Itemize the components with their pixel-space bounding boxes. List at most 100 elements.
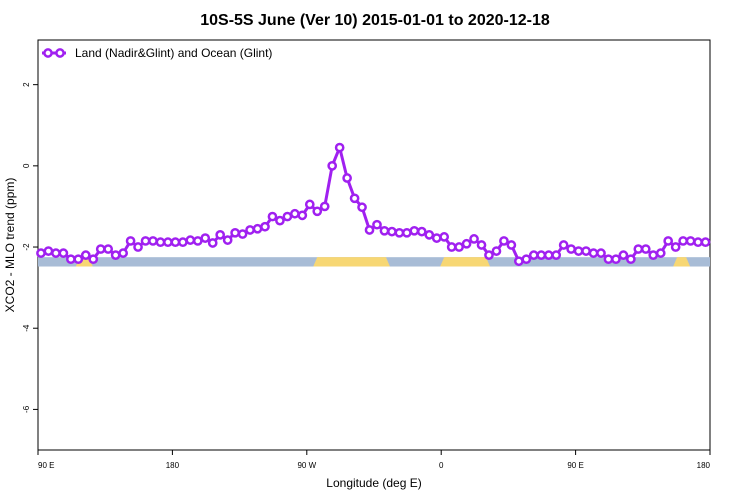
data-point bbox=[163, 237, 173, 248]
data-point bbox=[506, 240, 517, 250]
data-point bbox=[230, 227, 240, 238]
data-point bbox=[103, 244, 114, 254]
land-segment bbox=[313, 257, 390, 267]
data-point bbox=[319, 201, 330, 212]
chart-title: 10S-5S June (Ver 10) 2015-01-01 to 2020-… bbox=[200, 12, 550, 29]
data-point bbox=[148, 236, 158, 246]
x-tick-label: 180 bbox=[697, 461, 711, 470]
data-point bbox=[446, 242, 457, 252]
data-point bbox=[409, 225, 420, 236]
data-point bbox=[192, 236, 203, 246]
data-point bbox=[304, 199, 315, 210]
y-tick-label: -4 bbox=[22, 324, 31, 332]
data-point bbox=[118, 248, 128, 258]
y-tick-label: -6 bbox=[22, 405, 31, 413]
data-point bbox=[596, 248, 606, 258]
legend-label: Land (Nadir&Glint) and Ocean (Glint) bbox=[75, 46, 272, 60]
data-point bbox=[648, 250, 659, 260]
data-point bbox=[626, 254, 636, 265]
data-point bbox=[200, 233, 211, 243]
data-point bbox=[521, 254, 532, 265]
data-point bbox=[402, 227, 412, 238]
data-point bbox=[282, 211, 293, 222]
data-point bbox=[693, 237, 703, 248]
data-point bbox=[469, 234, 479, 244]
data-point bbox=[670, 242, 681, 252]
data-point bbox=[528, 250, 539, 260]
data-point bbox=[618, 250, 629, 260]
data-point bbox=[51, 248, 61, 258]
x-tick-label: 90 E bbox=[567, 461, 583, 470]
data-point bbox=[514, 256, 524, 267]
data-point bbox=[342, 173, 352, 183]
data-point bbox=[484, 250, 494, 260]
data-point bbox=[633, 244, 644, 254]
y-tick-label: -2 bbox=[22, 243, 31, 251]
data-point bbox=[260, 221, 270, 232]
data-point bbox=[461, 238, 472, 249]
data-point bbox=[327, 160, 338, 171]
x-tick-label: 90 E bbox=[38, 461, 54, 470]
data-point bbox=[499, 236, 509, 246]
data-point bbox=[678, 236, 688, 246]
data-point bbox=[349, 193, 360, 204]
data-point bbox=[245, 225, 255, 235]
data-point bbox=[43, 246, 54, 256]
data-point bbox=[416, 226, 427, 237]
data-point bbox=[536, 250, 547, 260]
data-point bbox=[588, 248, 599, 258]
data-point bbox=[155, 237, 166, 248]
land-segment bbox=[440, 257, 490, 267]
data-point bbox=[95, 244, 106, 254]
data-point bbox=[215, 230, 226, 240]
y-tick-label: 0 bbox=[22, 163, 31, 168]
data-point bbox=[252, 223, 263, 234]
data-point bbox=[334, 142, 345, 153]
data-point bbox=[207, 238, 218, 248]
legend: Land (Nadir&Glint) and Ocean (Glint) bbox=[42, 46, 272, 60]
data-point bbox=[566, 244, 576, 254]
x-tick-label: 0 bbox=[439, 461, 444, 470]
data-point bbox=[439, 232, 450, 242]
data-point bbox=[357, 202, 367, 213]
y-axis-label: XCO2 - MLO trend (ppm) bbox=[3, 178, 17, 313]
data-point bbox=[611, 254, 621, 265]
data-point bbox=[379, 225, 390, 236]
data-point bbox=[424, 230, 435, 240]
data-point bbox=[573, 246, 584, 256]
data-point bbox=[125, 236, 136, 246]
data-point bbox=[36, 248, 46, 258]
data-point bbox=[372, 219, 382, 230]
data-point bbox=[170, 237, 181, 248]
x-tick-label: 90 W bbox=[297, 461, 316, 470]
data-point bbox=[394, 227, 405, 238]
data-point bbox=[73, 254, 84, 265]
data-point bbox=[551, 250, 562, 260]
land-segment bbox=[673, 257, 691, 267]
data-point bbox=[110, 250, 121, 260]
data-point bbox=[603, 254, 614, 265]
data-point bbox=[312, 206, 323, 217]
data-point bbox=[140, 236, 151, 246]
legend-marker-swatch bbox=[55, 48, 65, 58]
data-point bbox=[663, 236, 674, 246]
data-point bbox=[133, 242, 143, 252]
data-point bbox=[700, 237, 711, 248]
data-point bbox=[558, 240, 569, 250]
data-point bbox=[543, 250, 554, 260]
series-layer bbox=[36, 142, 711, 267]
data-point bbox=[222, 235, 233, 245]
data-point bbox=[178, 237, 188, 248]
plot-frame bbox=[37, 39, 711, 451]
x-axis-label: Longitude (deg E) bbox=[326, 476, 421, 490]
data-point bbox=[364, 225, 375, 235]
x-axis: 90 E 180 90 W 0 90 E 180 bbox=[37, 450, 711, 470]
data-point bbox=[237, 229, 248, 239]
data-point bbox=[655, 248, 666, 258]
data-point bbox=[290, 208, 300, 219]
data-point bbox=[431, 233, 442, 243]
legend-marker-swatch bbox=[43, 48, 53, 58]
data-point bbox=[58, 248, 69, 258]
data-point bbox=[476, 240, 487, 250]
